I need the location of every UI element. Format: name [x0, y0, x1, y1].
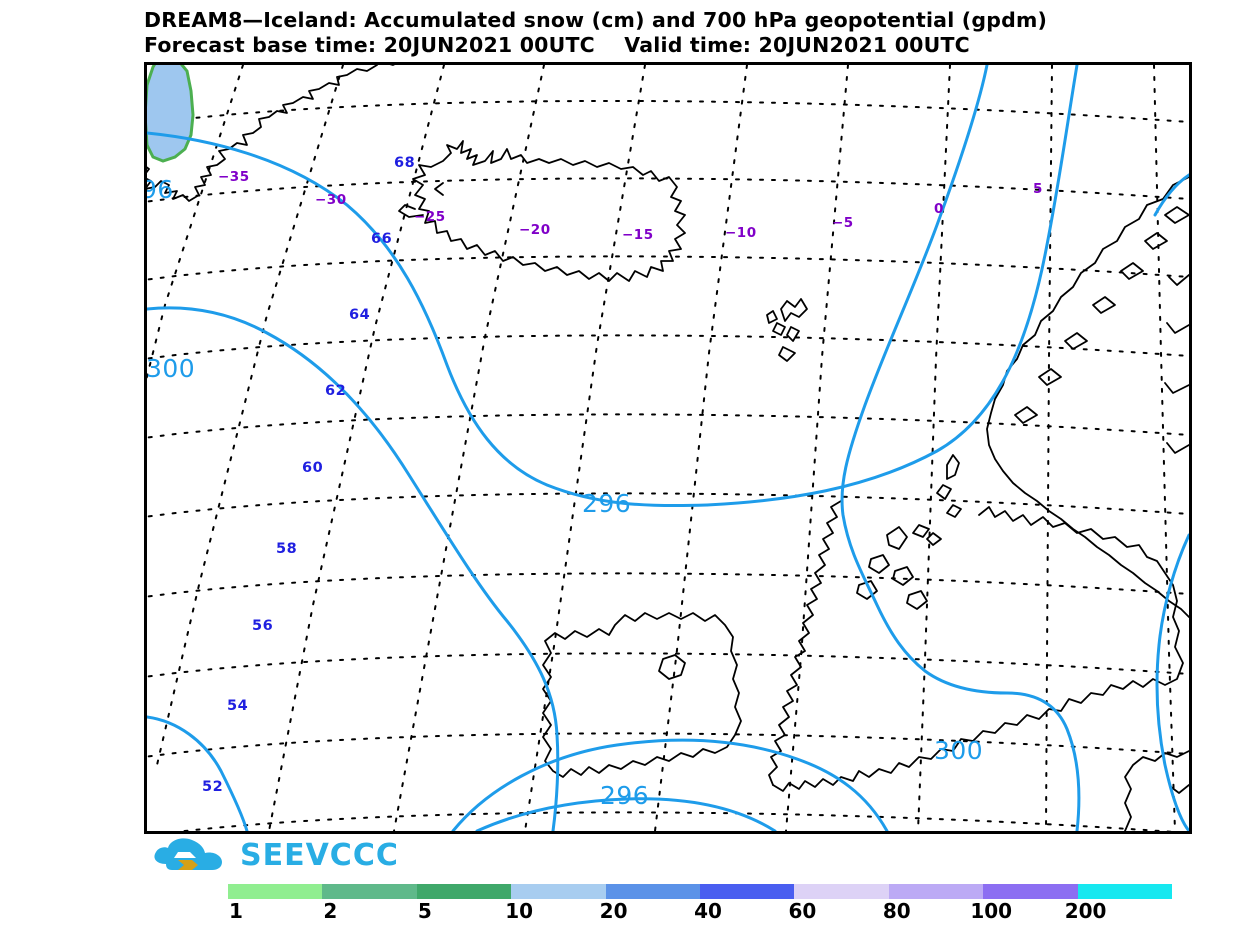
greenland-ice-sheet	[147, 65, 195, 163]
geopotential-contours	[147, 65, 1189, 831]
lon-label: 5	[1033, 181, 1043, 197]
shetland-orkney-islands	[912, 454, 962, 546]
map-canvas	[147, 65, 1189, 831]
chart-title-block: DREAM8—Iceland: Accumulated snow (cm) an…	[144, 8, 1244, 58]
colorbar-swatch	[700, 884, 795, 899]
colorbar-tick: 2	[323, 899, 338, 923]
lat-label: 68	[394, 155, 416, 171]
lat-label: 60	[302, 460, 324, 476]
contour-label: 296	[582, 489, 632, 518]
greenland-coastline	[147, 65, 396, 202]
lon-label: −5	[832, 215, 854, 231]
seevccc-logo[interactable]	[148, 836, 368, 876]
colorbar-tick: 40	[694, 899, 722, 923]
colorbar-tick: 60	[788, 899, 817, 923]
colorbar-tick: 200	[1064, 899, 1107, 923]
lon-label: −25	[414, 209, 446, 225]
arrow-icon	[178, 860, 198, 870]
logo-text: SEEVCCC	[240, 838, 399, 873]
scandinavia-coastline	[986, 176, 1189, 618]
lon-label: 0	[934, 201, 944, 217]
faroe-islands	[766, 298, 808, 362]
page-title: DREAM8—Iceland: Accumulated snow (cm) an…	[144, 8, 1048, 32]
contour-label: 296	[600, 781, 650, 810]
lat-label: 58	[276, 541, 298, 557]
lon-label: −30	[315, 192, 347, 208]
lat-label: 64	[349, 307, 371, 323]
lon-label: −10	[725, 225, 757, 241]
colorbar-tick-labels: 1 2 5 10 20 40 60 80 100 200	[228, 899, 1172, 923]
colorbar-tick: 10	[505, 899, 534, 923]
colorbar-swatch	[228, 884, 323, 899]
colorbar-tick: 5	[417, 899, 432, 923]
contour-label: 96	[144, 175, 174, 204]
lat-label: 54	[227, 698, 249, 714]
cloud-icon	[154, 838, 222, 870]
lon-label: −35	[218, 169, 250, 185]
colorbar-swatch	[1077, 884, 1173, 899]
iceland-coastline	[398, 140, 686, 282]
lat-label: 52	[202, 779, 224, 795]
contour-label: 300	[934, 736, 984, 765]
colorbar-tick: 1	[229, 899, 243, 923]
lat-label: 62	[325, 383, 347, 399]
colorbar-tick: 80	[882, 899, 911, 923]
colorbar-tick: 20	[599, 899, 628, 923]
colorbar-swatch	[416, 884, 512, 899]
contour-label: 300	[146, 354, 196, 383]
continental-europe-coastline	[1124, 750, 1189, 831]
colorbar-swatches	[228, 884, 1173, 899]
colorbar-tick: 100	[970, 899, 1013, 923]
lon-label: −20	[519, 222, 551, 238]
colorbar-legend: 1 2 5 10 20 40 60 80 100 200	[228, 884, 1173, 923]
lat-label: 56	[252, 618, 274, 634]
lon-label: −15	[622, 227, 654, 243]
chart-subtitle: Forecast base time: 20JUN2021 00UTC Vali…	[144, 33, 970, 57]
colorbar-swatch	[983, 884, 1078, 899]
map-panel[interactable]: 68 66 64 62 60 58 56 54 52 50 −35 −30 −2…	[144, 62, 1192, 834]
colorbar-swatch	[888, 884, 984, 899]
colorbar-swatch	[794, 884, 889, 899]
colorbar-swatch	[322, 884, 417, 899]
colorbar-swatch	[605, 884, 701, 899]
colorbar-swatch	[511, 884, 606, 899]
lat-label: 66	[371, 231, 393, 247]
graticule-parallels	[147, 99, 1189, 831]
